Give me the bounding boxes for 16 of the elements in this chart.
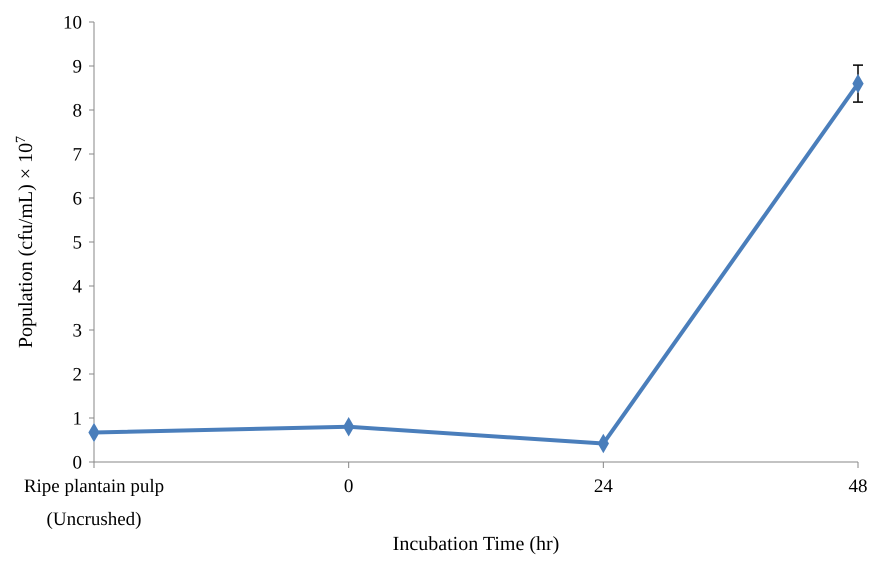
- y-tick-label: 3: [72, 320, 82, 342]
- x-tick-label: 0: [344, 476, 354, 497]
- y-tick-label: 7: [72, 144, 82, 166]
- x-axis-title: Incubation Time (hr): [392, 533, 560, 555]
- y-tick-label: 2: [72, 364, 82, 386]
- y-tick-label: 0: [72, 452, 82, 474]
- x-tick-label: 48: [848, 476, 868, 497]
- y-tick-label: 10: [63, 12, 82, 34]
- x-tick-label: Ripe plantain pulp (Uncrushed): [24, 476, 164, 530]
- y-tick-label: 9: [72, 56, 82, 78]
- y-tick-label: 1: [72, 408, 82, 430]
- y-tick-label: 4: [72, 276, 82, 298]
- y-tick-label: 6: [72, 188, 82, 210]
- y-tick-label: 8: [72, 100, 82, 122]
- y-tick-label: 5: [72, 232, 82, 254]
- x-tick-label: 24: [594, 476, 614, 497]
